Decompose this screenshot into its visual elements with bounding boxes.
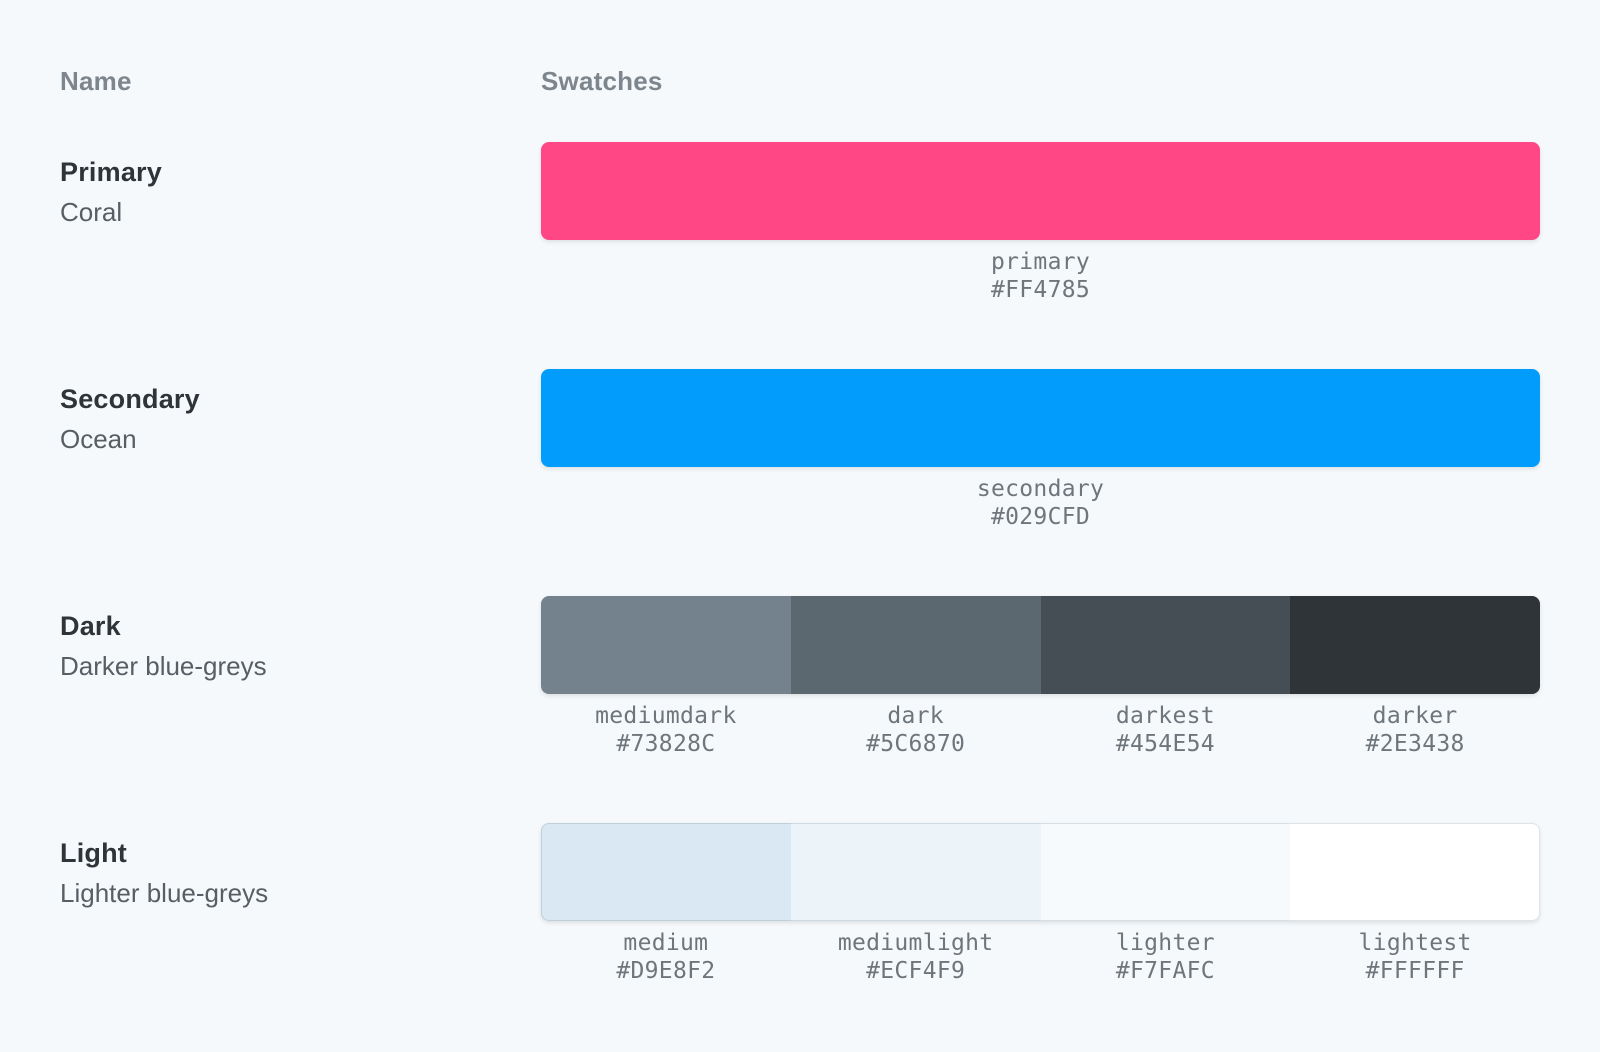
palette-row-swatch-cell: medium #D9E8F2 mediumlight #ECF4F9 light…	[541, 823, 1540, 985]
swatch-hex: #029CFD	[990, 504, 1091, 530]
palette-row-swatch-cell: secondary #029CFD	[541, 369, 1540, 531]
swatch-name: mediumlight	[837, 930, 994, 956]
swatch-name: darker	[1372, 703, 1458, 729]
swatch-hex: #ECF4F9	[866, 958, 966, 984]
row-title: Secondary	[60, 384, 200, 414]
swatch-name: primary	[990, 249, 1091, 275]
swatch-segment-mediumdark	[541, 596, 791, 694]
swatch-labels: mediumdark #73828C dark #5C6870 darkest …	[541, 702, 1540, 758]
swatch-name: lighter	[1115, 930, 1215, 956]
swatch-segment-medium	[541, 823, 791, 921]
swatch-hex: #73828C	[616, 731, 716, 757]
swatch-segment-primary	[541, 142, 1540, 240]
page-container: Name Swatches Primary Coral primary #FF4…	[60, 0, 1540, 985]
swatch-labels: medium #D9E8F2 mediumlight #ECF4F9 light…	[541, 929, 1540, 985]
swatch-name: darkest	[1115, 703, 1215, 729]
swatch-labels: primary #FF4785	[541, 248, 1540, 304]
swatch-label: mediumdark #73828C	[541, 702, 791, 758]
palette-row-dark: Dark Darker blue-greys mediumdark #73828…	[60, 596, 1540, 758]
swatch-bar	[541, 823, 1540, 921]
row-subtitle: Coral	[60, 197, 123, 227]
swatch-label: lightest #FFFFFF	[1290, 929, 1540, 985]
swatch-segment-secondary	[541, 369, 1540, 467]
swatch-hex: #FFFFFF	[1365, 958, 1465, 984]
column-header-name: Name	[60, 66, 132, 96]
swatch-label: medium #D9E8F2	[541, 929, 791, 985]
palette-row-swatch-cell: mediumdark #73828C dark #5C6870 darkest …	[541, 596, 1540, 758]
palette-row-name-cell: Secondary Ocean	[60, 369, 541, 531]
swatch-hex: #454E54	[1115, 731, 1215, 757]
swatch-segment-mediumlight	[790, 823, 1041, 921]
row-subtitle: Lighter blue-greys	[60, 878, 269, 908]
swatch-label: dark #5C6870	[791, 702, 1041, 758]
palette-row-primary: Primary Coral primary #FF4785	[60, 142, 1540, 304]
row-title: Primary	[60, 157, 162, 187]
palette-row-secondary: Secondary Ocean secondary #029CFD	[60, 369, 1540, 531]
swatch-name: secondary	[976, 476, 1105, 502]
swatch-segment-lighter	[1040, 823, 1291, 921]
swatch-label: darker #2E3438	[1290, 702, 1540, 758]
swatch-bar	[541, 369, 1540, 467]
swatch-hex: #D9E8F2	[616, 958, 716, 984]
swatch-segment-darker	[1290, 596, 1540, 694]
swatch-label: primary #FF4785	[541, 248, 1540, 304]
swatch-name: mediumdark	[595, 703, 737, 729]
swatch-label: darkest #454E54	[1041, 702, 1291, 758]
palette-row-name-cell: Light Lighter blue-greys	[60, 823, 541, 985]
swatch-label: lighter #F7FAFC	[1041, 929, 1291, 985]
swatch-segment-lightest	[1290, 823, 1540, 921]
column-header-swatches: Swatches	[541, 66, 663, 96]
row-subtitle: Ocean	[60, 424, 137, 454]
palette-row-light: Light Lighter blue-greys medium #D9E8F2 …	[60, 823, 1540, 985]
row-subtitle: Darker blue-greys	[60, 651, 267, 681]
table-header-row: Name Swatches	[60, 0, 1540, 98]
swatch-bar	[541, 142, 1540, 240]
swatch-hex: #5C6870	[866, 731, 966, 757]
swatch-hex: #FF4785	[990, 277, 1091, 303]
swatch-segment-dark	[790, 596, 1041, 694]
swatch-name: medium	[623, 930, 709, 956]
row-title: Light	[60, 838, 127, 868]
swatch-name: lightest	[1358, 930, 1472, 956]
swatch-segment-darkest	[1040, 596, 1291, 694]
swatch-bar	[541, 596, 1540, 694]
swatch-name: dark	[887, 703, 944, 729]
swatch-hex: #F7FAFC	[1115, 958, 1215, 984]
palette-row-name-cell: Dark Darker blue-greys	[60, 596, 541, 758]
palette-row-swatch-cell: primary #FF4785	[541, 142, 1540, 304]
swatch-hex: #2E3438	[1365, 731, 1465, 757]
palette-row-name-cell: Primary Coral	[60, 142, 541, 304]
swatch-label: secondary #029CFD	[541, 475, 1540, 531]
swatch-labels: secondary #029CFD	[541, 475, 1540, 531]
swatch-label: mediumlight #ECF4F9	[791, 929, 1041, 985]
row-title: Dark	[60, 611, 121, 641]
